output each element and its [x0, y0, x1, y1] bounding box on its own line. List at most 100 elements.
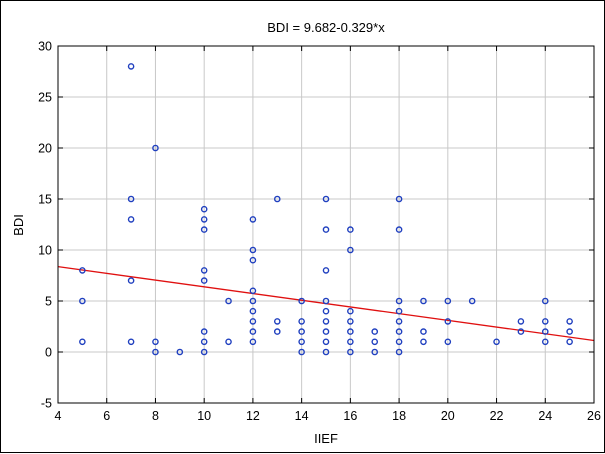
- data-point: [395, 338, 403, 346]
- data-point: [200, 277, 208, 284]
- data-point: [347, 307, 354, 315]
- data-point: [127, 195, 135, 203]
- data-point: [200, 348, 208, 356]
- data-point: [249, 307, 257, 315]
- data-point: [249, 256, 257, 264]
- data-point: [322, 195, 330, 203]
- y-tick-label: 0: [45, 346, 52, 360]
- data-point: [273, 318, 281, 325]
- data-point: [395, 307, 403, 315]
- data-point: [395, 226, 403, 233]
- data-point: [249, 246, 257, 254]
- data-point: [200, 267, 208, 274]
- data-point: [395, 348, 403, 356]
- data-point: [541, 318, 549, 325]
- x-tick-label: 24: [538, 409, 552, 423]
- x-tick-label: 26: [587, 409, 601, 423]
- data-point: [322, 226, 330, 233]
- data-point: [395, 195, 403, 203]
- data-point: [347, 338, 354, 346]
- x-tick-label: 16: [343, 409, 357, 423]
- data-point: [127, 277, 135, 284]
- data-point: [127, 216, 135, 223]
- data-point: [541, 297, 549, 305]
- data-point: [322, 307, 330, 315]
- data-point: [541, 338, 549, 346]
- data-point: [200, 216, 208, 223]
- data-point: [152, 348, 159, 356]
- data-point: [249, 328, 257, 335]
- x-tick-label: 10: [197, 409, 211, 423]
- data-point: [298, 338, 305, 346]
- data-point: [541, 328, 549, 335]
- data-point: [79, 297, 86, 305]
- data-point: [298, 297, 305, 305]
- data-point: [127, 338, 135, 346]
- data-point: [395, 328, 403, 335]
- y-tick-labels: -5 0 5 10 15 20 25 30: [38, 40, 52, 411]
- data-point: [566, 338, 573, 346]
- data-point: [322, 328, 330, 335]
- data-point: [322, 318, 330, 325]
- data-point: [420, 338, 427, 346]
- data-point: [298, 318, 305, 325]
- data-point: [322, 348, 330, 356]
- x-tick-label: 18: [392, 409, 406, 423]
- data-point: [249, 287, 257, 295]
- y-axis-title: BDI: [11, 214, 26, 236]
- y-tick-label: -5: [41, 397, 52, 411]
- data-point: [347, 226, 354, 233]
- data-point: [347, 348, 354, 356]
- plot-area: [57, 45, 595, 404]
- data-points: [79, 63, 573, 356]
- data-point: [298, 348, 305, 356]
- data-point: [444, 297, 452, 305]
- data-point: [176, 348, 184, 356]
- data-point: [347, 328, 354, 335]
- data-point: [322, 338, 330, 346]
- y-tick-label: 20: [38, 142, 52, 156]
- y-tick-label: 30: [38, 40, 52, 54]
- data-point: [517, 328, 525, 335]
- data-point: [468, 297, 476, 305]
- data-point: [395, 318, 403, 325]
- x-axis-title: IIEF: [314, 431, 338, 446]
- x-tick-label: 8: [152, 409, 159, 423]
- data-point: [371, 338, 379, 346]
- data-point: [225, 297, 232, 305]
- data-point: [566, 328, 573, 335]
- data-point: [249, 216, 257, 223]
- data-point: [152, 144, 159, 152]
- x-tick-label: 6: [103, 409, 110, 423]
- grid: [58, 46, 594, 403]
- data-point: [444, 318, 452, 325]
- data-point: [200, 226, 208, 233]
- data-point: [371, 348, 379, 356]
- data-point: [79, 267, 86, 274]
- data-point: [249, 318, 257, 325]
- y-tick-label: 25: [38, 91, 52, 105]
- x-tick-label: 14: [295, 409, 309, 423]
- chart-title: BDI = 9.682-0.329*x: [267, 20, 385, 35]
- data-point: [249, 297, 257, 305]
- data-point: [322, 297, 330, 305]
- data-point: [347, 318, 354, 325]
- data-point: [273, 195, 281, 203]
- data-point: [225, 338, 232, 346]
- x-tick-label: 12: [246, 409, 260, 423]
- data-point: [347, 246, 354, 254]
- data-point: [566, 318, 573, 325]
- data-point: [273, 328, 281, 335]
- data-point: [200, 328, 208, 335]
- data-point: [298, 328, 305, 335]
- data-point: [200, 338, 208, 346]
- data-point: [249, 338, 257, 346]
- x-tick-labels: 4 6 8 10 12 14 16 18 20 22 24 26: [55, 409, 601, 423]
- data-point: [420, 297, 427, 305]
- data-point: [127, 63, 135, 70]
- data-point: [493, 338, 500, 346]
- data-point: [395, 297, 403, 305]
- data-point: [517, 318, 525, 325]
